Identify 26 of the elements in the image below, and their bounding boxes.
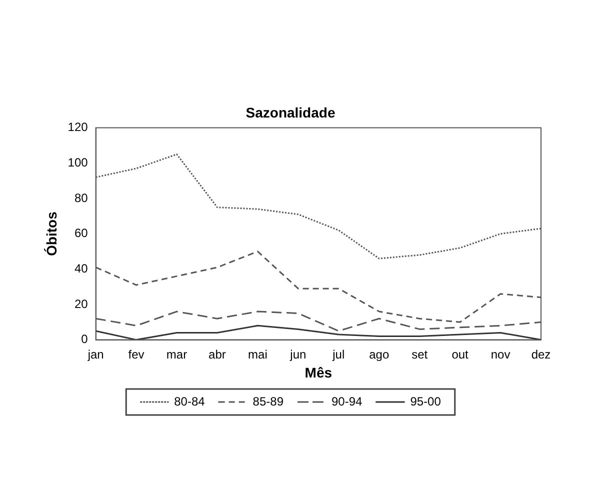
x-tick-label: fev — [128, 347, 144, 362]
x-axis-title: Mês — [304, 364, 332, 380]
y-tick-label: 0 — [81, 332, 88, 346]
y-axis-title: Óbitos — [43, 211, 60, 256]
chart-title: Sazonalidade — [246, 104, 336, 120]
y-tick-label: 120 — [68, 120, 88, 134]
x-tick-label: out — [452, 347, 470, 362]
x-tick-label: jan — [86, 347, 104, 362]
x-tick-label: mar — [166, 347, 188, 362]
x-tick-label: abr — [208, 347, 226, 362]
x-tick-label: dez — [531, 347, 551, 362]
x-tick-label: ago — [369, 347, 390, 362]
legend-label: 85-89 — [252, 394, 284, 408]
y-tick-label: 100 — [68, 155, 88, 170]
legend-label: 95-00 — [410, 394, 442, 408]
y-tick-label: 60 — [74, 226, 88, 240]
y-tick-label: 20 — [74, 296, 88, 311]
x-tick-label: nov — [490, 347, 510, 362]
y-tick-label: 40 — [74, 261, 88, 276]
legend-label: 80-84 — [174, 394, 206, 408]
x-tick-label: jul — [332, 347, 345, 362]
x-tick-label: set — [412, 347, 428, 362]
x-tick-label: jun — [289, 347, 306, 362]
y-tick-label: 80 — [74, 190, 88, 205]
legend-label: 90-94 — [332, 394, 363, 408]
x-tick-label: mai — [248, 347, 268, 362]
